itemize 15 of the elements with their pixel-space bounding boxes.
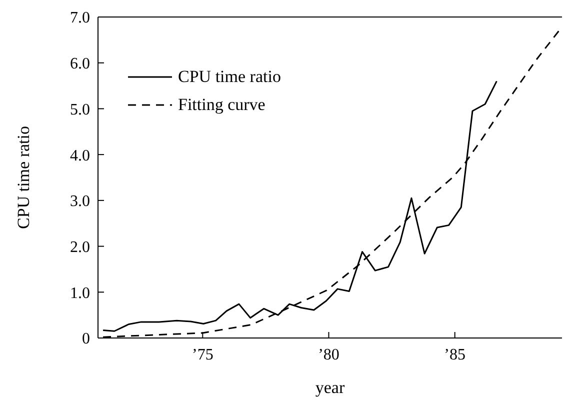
y-tick-label: 5.0 xyxy=(70,101,90,118)
x-tick-label: ’75 xyxy=(192,346,214,364)
x-tick-label: ’85 xyxy=(444,346,466,364)
y-tick-label: 6.0 xyxy=(70,56,90,73)
y-axis-title: CPU time ratio xyxy=(14,126,34,229)
legend-label: CPU time ratio xyxy=(178,67,281,87)
y-tick-label: 4.0 xyxy=(70,147,90,164)
y-tick-label: 7.0 xyxy=(70,10,90,27)
y-tick-label: 3.0 xyxy=(70,193,90,210)
x-tick-label: ’80 xyxy=(318,346,340,364)
y-tick-label: 0 xyxy=(82,330,90,348)
y-tick-label: 2.0 xyxy=(70,238,90,256)
legend-label: Fitting curve xyxy=(178,95,266,115)
x-axis-title: year xyxy=(315,378,345,397)
y-tick-label: 1.0 xyxy=(70,284,90,302)
